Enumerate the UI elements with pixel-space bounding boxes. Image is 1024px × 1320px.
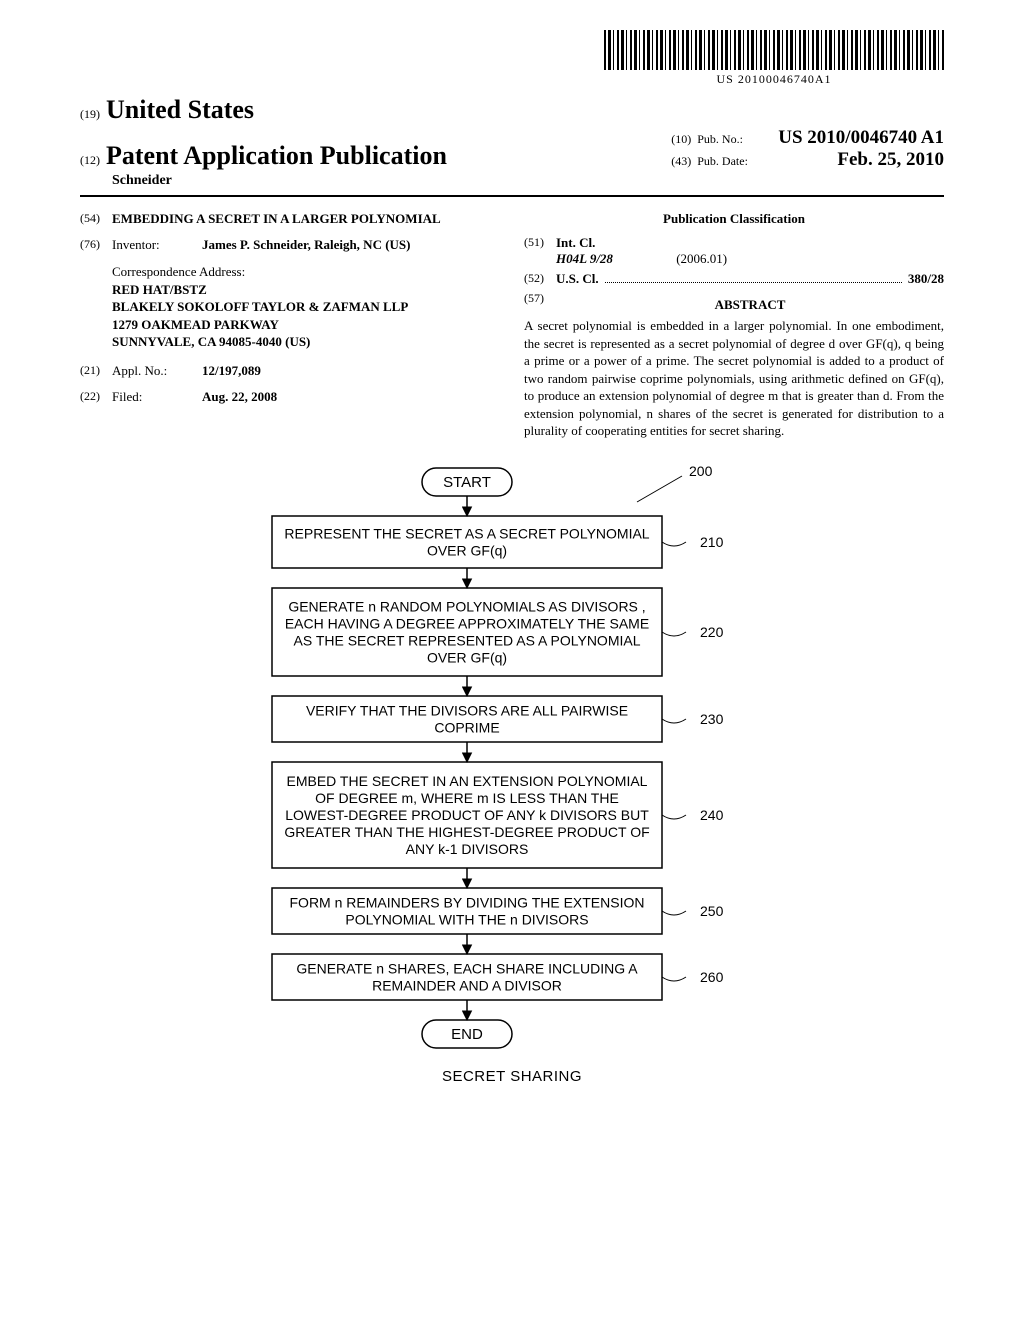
correspondence-block: Correspondence Address: RED HAT/BSTZ BLA… [112, 263, 500, 351]
code-52: (52) [524, 271, 556, 287]
publication-title: Patent Application Publication [106, 141, 447, 171]
barcode-block: US 20100046740A1 [604, 30, 944, 87]
svg-text:240: 240 [700, 807, 724, 823]
svg-text:VERIFY THAT THE DIVISORS ARE: VERIFY THAT THE DIVISORS ARE ALL PAIRWIS… [306, 702, 628, 718]
intcl-row: (51) Int. Cl. H04L 9/28 (2006.01) [524, 235, 944, 267]
corr-line-1: RED HAT/BSTZ [112, 281, 500, 299]
author-name: Schneider [112, 173, 944, 189]
inventor-value: James P. Schneider, Raleigh, NC (US) [202, 237, 500, 253]
code-19: (19) [80, 107, 100, 122]
pubdate-label: Pub. Date: [697, 154, 772, 169]
code-51: (51) [524, 235, 556, 267]
code-54: (54) [80, 211, 112, 227]
right-column: Publication Classification (51) Int. Cl.… [524, 211, 944, 440]
header-line-2: (12) Patent Application Publication (10)… [80, 127, 944, 171]
svg-text:LOWEST-DEGREE PRODUCT OF ANY k: LOWEST-DEGREE PRODUCT OF ANY k DIVISORS … [285, 807, 649, 823]
title-row: (54) EMBEDDING A SECRET IN A LARGER POLY… [80, 211, 500, 227]
flowchart-region: START 200 REPRESENT THE SECRET AS A SECRET… [80, 464, 944, 1085]
intcl-year: (2006.01) [676, 251, 727, 266]
filed-row: (22) Filed: Aug. 22, 2008 [80, 389, 500, 405]
svg-text:START: START [443, 474, 491, 491]
uscl-label: U.S. Cl. [556, 271, 599, 287]
corr-line-4: SUNNYVALE, CA 94085-4040 (US) [112, 333, 500, 351]
abstract-heading: ABSTRACT [556, 297, 944, 313]
flowchart-caption: SECRET SHARING [80, 1068, 944, 1085]
applno-row: (21) Appl. No.: 12/197,089 [80, 363, 500, 379]
inventor-label: Inventor: [112, 237, 202, 253]
flowchart: START 200 REPRESENT THE SECRET AS A SECRET… [202, 464, 822, 1054]
applno-label: Appl. No.: [112, 363, 202, 379]
svg-text:FORM n REMAINDERS BY DIVIDING: FORM n REMAINDERS BY DIVIDING THE EXTENS… [290, 894, 645, 910]
pub-no-row: (10) Pub. No.: US 2010/0046740 A1 [671, 127, 944, 149]
svg-text:200: 200 [689, 464, 713, 479]
corr-label: Correspondence Address: [112, 263, 500, 281]
dot-leader [605, 282, 902, 283]
country-name: United States [106, 95, 254, 125]
uscl-value: 380/28 [908, 271, 944, 287]
inventor-row: (76) Inventor: James P. Schneider, Ralei… [80, 237, 500, 253]
barcode-region: US 20100046740A1 [80, 30, 944, 87]
barcode-graphic [604, 30, 944, 70]
header-line-1: (19) United States [80, 95, 944, 125]
filed-label: Filed: [112, 389, 202, 405]
flowchart-svg: START 200 REPRESENT THE SECRET AS A SECRET… [202, 464, 822, 1054]
classification-heading: Publication Classification [524, 211, 944, 227]
svg-text:REMAINDER AND A DIVISOR: REMAINDER AND A DIVISOR [372, 977, 562, 993]
code-43: (43) [671, 154, 691, 169]
abstract-head-row: (57) ABSTRACT [524, 291, 944, 317]
code-21: (21) [80, 363, 112, 379]
code-10: (10) [671, 132, 691, 147]
svg-text:260: 260 [700, 969, 724, 985]
svg-text:REPRESENT THE SECRET AS A SECR: REPRESENT THE SECRET AS A SECRET POLYNOM… [284, 525, 649, 541]
svg-text:OVER GF(q): OVER GF(q) [427, 649, 507, 665]
svg-text:EMBED THE SECRET IN AN EXTENSI: EMBED THE SECRET IN AN EXTENSION POLYNOM… [287, 773, 648, 789]
pubdate-value: Feb. 25, 2010 [837, 149, 944, 171]
left-column: (54) EMBEDDING A SECRET IN A LARGER POLY… [80, 211, 500, 440]
svg-text:OVER GF(q): OVER GF(q) [427, 542, 507, 558]
code-76: (76) [80, 237, 112, 253]
uscl-line: U.S. Cl. 380/28 [556, 271, 944, 287]
code-57: (57) [524, 291, 556, 317]
applno-value: 12/197,089 [202, 363, 500, 379]
code-12: (12) [80, 153, 100, 168]
svg-text:POLYNOMIAL WITH THE n DIVISORS: POLYNOMIAL WITH THE n DIVISORS [345, 911, 588, 927]
svg-text:220: 220 [700, 624, 724, 640]
svg-text:COPRIME: COPRIME [434, 719, 499, 735]
pub-date-row: (43) Pub. Date: Feb. 25, 2010 [671, 149, 944, 171]
svg-text:210: 210 [700, 534, 724, 550]
pub-title-left: (12) Patent Application Publication [80, 141, 447, 171]
pubno-value: US 2010/0046740 A1 [778, 127, 944, 149]
corr-line-2: BLAKELY SOKOLOFF TAYLOR & ZAFMAN LLP [112, 298, 500, 316]
svg-text:GENERATE n RANDOM POLYNOMIALS: GENERATE n RANDOM POLYNOMIALS AS DIVISOR… [288, 598, 645, 614]
abstract-body: A secret polynomial is embedded in a lar… [524, 317, 944, 440]
filed-value: Aug. 22, 2008 [202, 389, 500, 405]
code-22: (22) [80, 389, 112, 405]
svg-text:250: 250 [700, 903, 724, 919]
pubno-label: Pub. No.: [697, 132, 772, 147]
svg-text:GENERATE n SHARES, EACH SHARE: GENERATE n SHARES, EACH SHARE INCLUDING … [296, 960, 638, 976]
svg-text:ANY k-1 DIVISORS: ANY k-1 DIVISORS [406, 841, 529, 857]
biblio-columns: (54) EMBEDDING A SECRET IN A LARGER POLY… [80, 211, 944, 440]
invention-title: EMBEDDING A SECRET IN A LARGER POLYNOMIA… [112, 211, 441, 227]
barcode-text: US 20100046740A1 [604, 72, 944, 87]
intcl-label: Int. Cl. [556, 235, 727, 251]
intcl-block: Int. Cl. H04L 9/28 (2006.01) [556, 235, 727, 267]
svg-text:230: 230 [700, 711, 724, 727]
svg-text:EACH HAVING A DEGREE APPROXIMA: EACH HAVING A DEGREE APPROXIMATELY THE S… [285, 615, 649, 631]
pub-right-block: (10) Pub. No.: US 2010/0046740 A1 (43) P… [671, 127, 944, 171]
svg-text:END: END [451, 1026, 483, 1043]
intcl-code: H04L 9/28 [556, 251, 613, 266]
header-rule [80, 195, 944, 197]
corr-line-3: 1279 OAKMEAD PARKWAY [112, 316, 500, 334]
svg-text:AS THE SECRET REPRESENTED AS A: AS THE SECRET REPRESENTED AS A POLYNOMIA… [294, 632, 641, 648]
svg-text:OF DEGREE m, WHERE m IS LESS T: OF DEGREE m, WHERE m IS LESS THAN THE [315, 790, 619, 806]
svg-text:GREATER THAN THE HIGHEST-DEGRE: GREATER THAN THE HIGHEST-DEGREE PRODUCT … [284, 824, 649, 840]
uscl-row: (52) U.S. Cl. 380/28 [524, 271, 944, 287]
